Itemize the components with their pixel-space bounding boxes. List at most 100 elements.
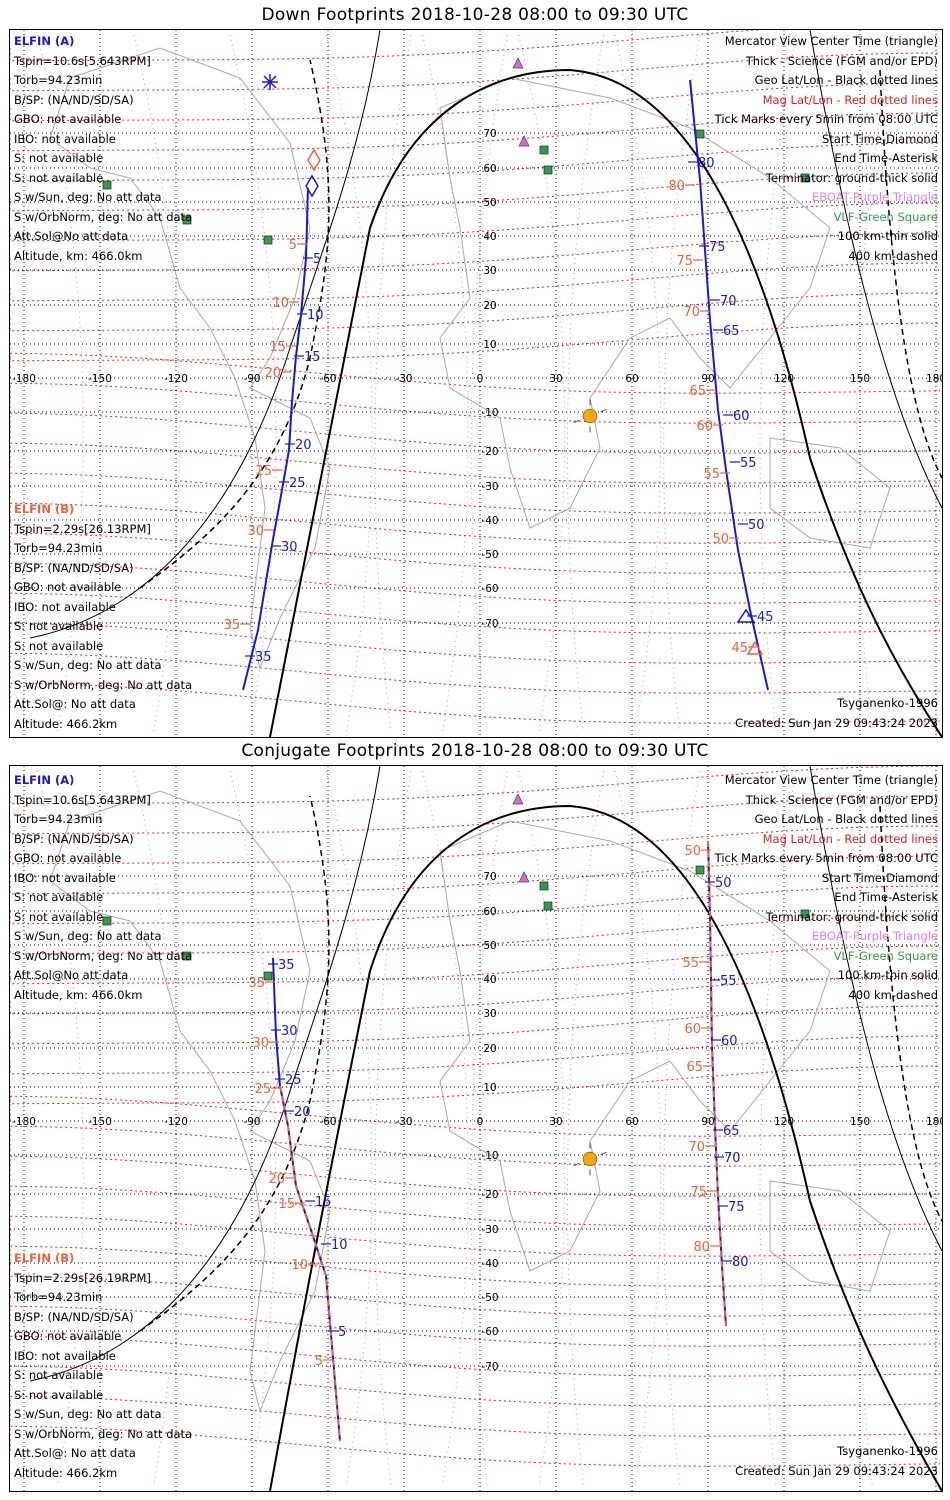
terminator-ground-line (269, 804, 942, 1491)
longitude-label: -120 (164, 1116, 188, 1128)
latitude-label: -30 (481, 1224, 498, 1236)
latitude-label: 30 (483, 265, 496, 277)
mag-latitude-line (10, 1095, 941, 1137)
coastline (439, 820, 831, 1272)
elfin-b-track (689, 79, 769, 691)
elfin-b-mag-tick-label: 80 (693, 1240, 710, 1255)
mag-longitude-line (229, 34, 277, 733)
mag-latitude-line (10, 1425, 941, 1467)
longitude-label: 0 (477, 373, 484, 385)
elfin-b-mag-tick-label: 75 (676, 254, 693, 269)
mag-longitude-line (36, 770, 84, 1487)
sun-icon (582, 1151, 598, 1167)
elfin-a-mag-tick-label: 15 (278, 1197, 295, 1212)
mag-longitude-line (566, 770, 604, 1487)
terminator-100km-line (809, 766, 942, 1252)
legend-mag-grid: Mag Lat/Lon - Red dotted lines (762, 831, 938, 846)
mag-longitude-line (133, 770, 180, 1487)
latitude-label: 40 (483, 974, 496, 986)
created-timestamp: Created: Sun Jan 29 09:43:24 2023 (735, 1463, 938, 1478)
info-line: S: not available (14, 151, 104, 165)
info-line: S w/Sun, deg: No att data (14, 190, 162, 204)
longitude-label: 30 (549, 1116, 562, 1128)
info-line: GBO: not available (14, 580, 122, 594)
elfin-a-info: ELFIN (A) Tspin=10.6s[5.643RPM] Torb=94.… (14, 32, 192, 266)
longitude-label: -180 (12, 373, 36, 385)
legend: Mercator View Center Time (triangle) Thi… (715, 32, 938, 266)
mag-longitude-line (325, 34, 373, 733)
elfin-b-mag-tick-label: 70 (683, 305, 700, 320)
sun-ray (573, 1162, 580, 1167)
elfin-a-tick-label: 25 (285, 1073, 302, 1088)
info-line: S w/OrbNorm, deg: No att data (14, 1426, 193, 1441)
longitude-label: 60 (625, 1116, 638, 1128)
terminator-100km-line (809, 30, 942, 509)
info-line: S w/Sun, deg: No att data (14, 658, 162, 672)
longitude-label: 60 (625, 373, 638, 385)
terminator-100km-line (29, 766, 381, 1382)
longitude-label: -60 (319, 373, 336, 385)
legend-geo-grid: Geo Lat/Lon - Black dotted lines (754, 812, 938, 826)
legend-terminator: Terminator: ground-thick solid (765, 909, 938, 924)
elfin-b-tick-label: 70 (724, 1151, 741, 1166)
elfin-b-tick-label: 50 (748, 518, 765, 533)
legend-end-time: End Time-Asterisk (834, 890, 938, 904)
vlf-square-icon (539, 881, 549, 891)
footer-info: Tsyganenko-1996 Created: Sun Jan 29 09:4… (735, 694, 938, 733)
mag-latitude-line (10, 1065, 941, 1105)
coastline (439, 77, 831, 529)
elfin-b-tick-label: 80 (698, 156, 715, 171)
elfin-a-tick-label: 30 (281, 1024, 298, 1039)
vlf-square-icon (543, 901, 553, 911)
info-line: S: not available (14, 1387, 104, 1402)
mag-latitude-line (10, 1335, 941, 1377)
sun-ray (600, 1151, 607, 1156)
mag-latitude-line (10, 1365, 941, 1407)
elfin-b-mag-tick-label: 45 (731, 641, 748, 656)
longitude-label: 120 (774, 1116, 794, 1128)
terminator-400km-line (879, 69, 942, 479)
longitude-label: -150 (88, 373, 112, 385)
longitude-label: 90 (701, 373, 714, 385)
info-line: Tspin=2.29s[26.19RPM] (14, 1270, 151, 1285)
elfin-b-mag-tick-label: 55 (682, 956, 699, 971)
legend-100km: 100 km-thin solid (837, 229, 938, 243)
coastline (769, 437, 891, 549)
legend-start-time: Start Time-Diamond (822, 870, 938, 885)
legend-science: Thick - Science (FGM and/or EPD) (745, 792, 938, 807)
mag-latitude-line (10, 1185, 941, 1227)
elfin-b-tick-label: 65 (723, 324, 740, 339)
coastline (49, 790, 331, 1413)
vlf-square-icon (800, 909, 810, 919)
latitude-label: -50 (481, 1292, 498, 1304)
vlf-square-icon (102, 180, 112, 190)
mag-latitude-line (10, 472, 941, 514)
mag-longitude-line (518, 770, 565, 1487)
model-name: Tsyganenko-1996 (837, 696, 938, 710)
mag-longitude-line (614, 34, 662, 733)
elfin-b-tick-label: 80 (732, 1255, 749, 1270)
elfin-b-conjugate-track (707, 840, 727, 1327)
vlf-square-icon (539, 145, 549, 155)
info-line: S: not available (14, 638, 104, 653)
latitude-label: 20 (483, 300, 496, 312)
info-line: Altitude, km: 466.0km (14, 248, 143, 263)
elfin-a-conjugate-track (279, 1085, 341, 1442)
legend-eboat: EBOAT-Purple Triangle (811, 929, 938, 943)
down-footprints-map: -180 -150 -120 -90 -60 -30 0 30 60 90 120 150 180 70 6… (10, 30, 942, 737)
info-line: IBO: not available (14, 1348, 116, 1363)
latitude-label: 50 (483, 197, 496, 209)
vlf-square-icon (543, 165, 553, 175)
elfin-a-tick-label: 30 (281, 540, 298, 555)
info-line: B/SP: (NA/ND/SD/SA) (14, 1309, 134, 1324)
eboat-triangle-icon (512, 57, 524, 69)
mag-longitude-line (133, 34, 180, 733)
elfin-b-mag-tick-label: 50 (684, 844, 701, 859)
mag-latitude-line (10, 1215, 941, 1257)
elfin-a-tick-label: 35 (278, 958, 295, 973)
latitude-label: 10 (483, 339, 496, 351)
longitude-label: 150 (850, 1116, 870, 1128)
info-line: S: not available (14, 909, 104, 924)
mag-latitude-line (10, 502, 941, 544)
eboat-triangle-icon (518, 135, 530, 147)
